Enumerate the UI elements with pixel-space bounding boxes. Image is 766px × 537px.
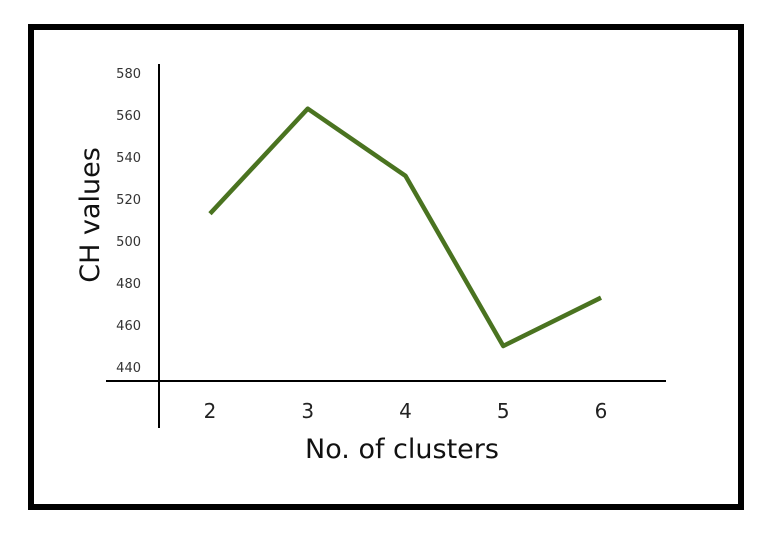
series-line (208, 106, 602, 349)
y-tick-label: 580 (116, 67, 141, 82)
y-axis-title: CH values (75, 147, 106, 283)
y-tick-label: 560 (116, 109, 141, 124)
x-tick-label: 5 (497, 399, 510, 423)
x-tick-label: 2 (204, 399, 217, 423)
x-tick-label: 6 (595, 399, 608, 423)
data-series (208, 106, 602, 349)
y-tick-label: 460 (116, 319, 141, 334)
y-tick-label: 540 (116, 151, 141, 166)
y-tick-label: 440 (116, 361, 141, 376)
chart-axes (106, 64, 666, 428)
x-tick-label: 3 (301, 399, 314, 423)
y-tick-label: 520 (116, 193, 141, 208)
y-tick-label: 480 (116, 277, 141, 292)
y-tick-label: 500 (116, 235, 141, 250)
y-tick-labels: 440 460 480 500 520 540 560 580 (116, 67, 141, 376)
x-axis-title: No. of clusters (305, 434, 499, 465)
chart-frame (28, 24, 744, 510)
x-tick-label: 4 (399, 399, 412, 423)
x-tick-labels: 2 3 4 5 6 (204, 399, 608, 423)
